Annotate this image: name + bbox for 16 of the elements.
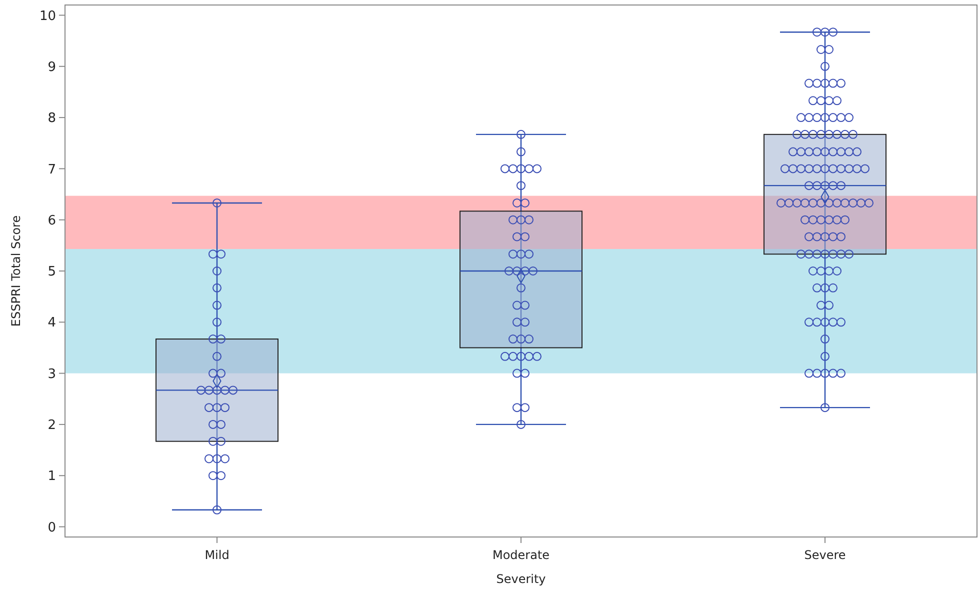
x-tick-label: Severe [804,548,846,562]
x-tick-label: Mild [204,548,230,562]
y-tick-label: 7 [48,162,56,178]
y-tick-label: 4 [48,316,56,331]
y-tick-label: 2 [48,418,56,434]
y-axis-title: ESSPRI Total Score [9,215,23,327]
x-tick-label: Moderate [492,548,550,562]
y-tick-label: 0 [48,520,56,536]
x-axis-title: Severity [496,572,546,586]
y-tick-label: 3 [48,366,56,382]
y-tick-label: 10 [39,8,56,24]
y-tick-label: 8 [48,111,56,126]
y-tick-label: 9 [48,60,56,75]
y-tick-label: 5 [48,264,56,280]
y-tick-label: 1 [48,469,56,484]
y-tick-label: 6 [48,213,56,228]
